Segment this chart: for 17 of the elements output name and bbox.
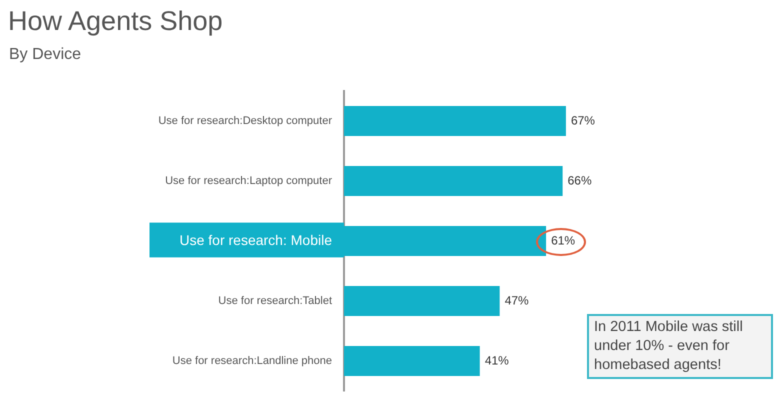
data-label: 66% xyxy=(568,173,592,188)
y-tick-label: Use for research:Desktop computer xyxy=(158,115,332,128)
y-tick-label: Use for research:Landline phone xyxy=(172,355,332,368)
data-label: 41% xyxy=(484,353,510,368)
bar xyxy=(344,346,480,376)
text: By Device xyxy=(9,46,82,64)
bar xyxy=(344,286,500,316)
y-tick-label: Use for research:Laptop computer xyxy=(165,175,332,188)
text: How Agents Shop xyxy=(8,6,223,37)
bar xyxy=(344,166,563,196)
text: In 2011 Mobile was still under 10% - even for homebased agents! xyxy=(587,314,773,379)
data-label: 61% xyxy=(551,233,576,248)
y-tick-label: Use for research: Mobile xyxy=(179,232,332,248)
y-tick-label: Use for research:Tablet xyxy=(218,295,332,308)
data-label: 47% xyxy=(504,293,530,308)
bar xyxy=(344,106,566,136)
data-label: 67% xyxy=(570,113,596,128)
